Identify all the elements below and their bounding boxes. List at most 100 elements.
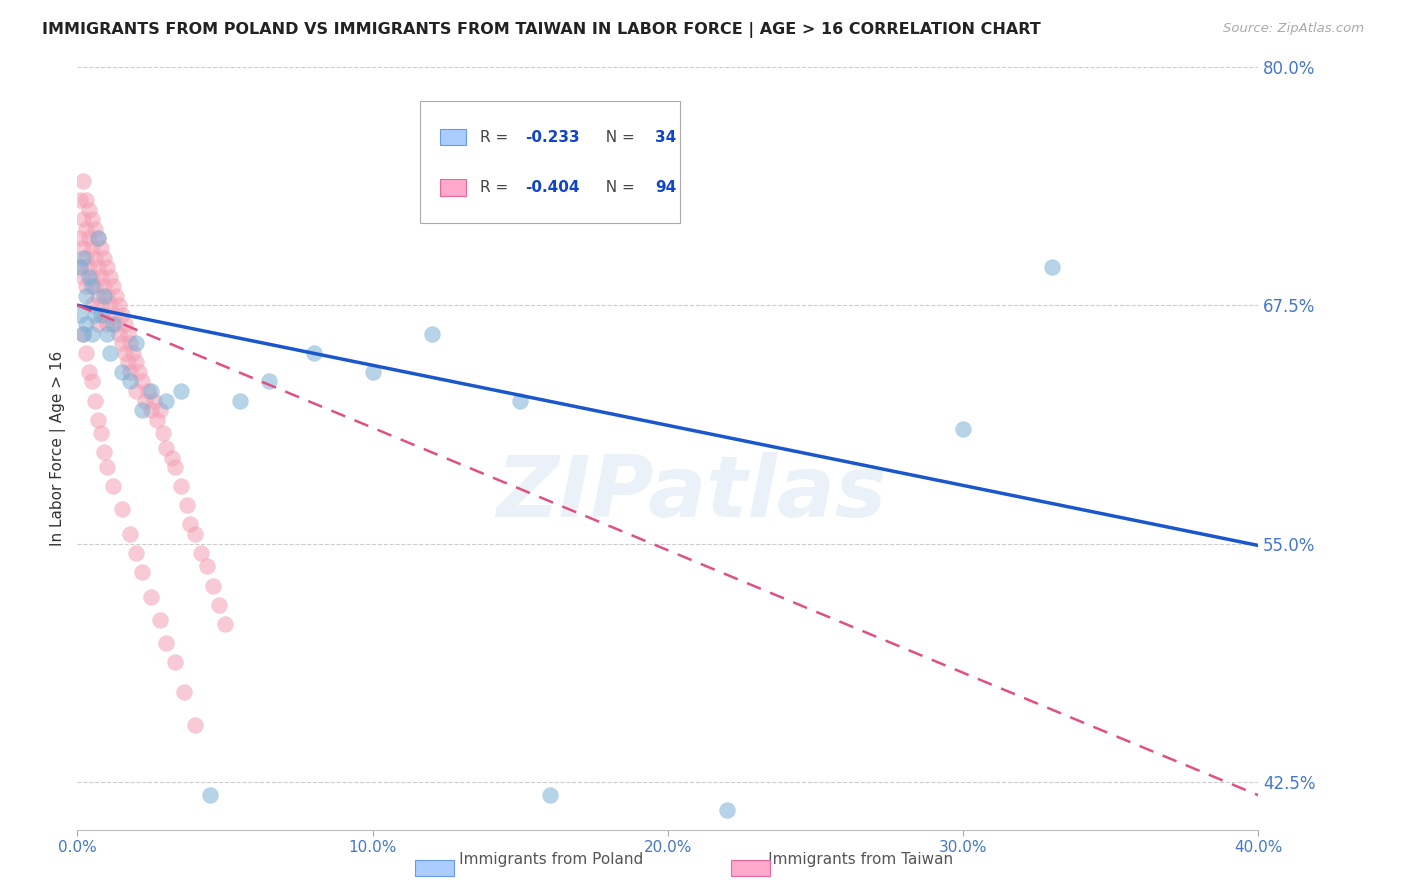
Point [72,212,94,227]
FancyBboxPatch shape [420,101,679,223]
Point [77,231,100,245]
Point [87,289,110,303]
Point [82,212,104,227]
Point [120,336,142,351]
Point [136,384,159,398]
Point [69,260,91,274]
Point [72,251,94,265]
Point [96,326,118,341]
Point [114,318,136,332]
Text: N =: N = [596,180,640,194]
Point [82,298,104,312]
Point [173,685,195,699]
Point [75,194,97,208]
Point [75,251,97,265]
Point [96,260,118,274]
Point [82,241,104,255]
Point [131,403,153,417]
Point [141,403,163,417]
Point [125,546,148,560]
Point [141,590,163,604]
Point [120,365,142,379]
Point [131,375,153,389]
Point [122,346,145,360]
Point [214,616,236,631]
Point [420,326,443,341]
Point [228,393,252,408]
Point [143,393,166,408]
Bar [440,179,465,195]
Point [101,308,124,322]
Point [72,326,94,341]
Text: -0.233: -0.233 [524,129,579,145]
Point [93,308,115,322]
Point [163,460,186,475]
Point [93,445,115,459]
Text: Immigrants from Poland: Immigrants from Poland [425,852,644,867]
Point [96,318,118,332]
Point [361,365,384,379]
Point [87,318,110,332]
Point [98,346,121,360]
Point [72,269,94,284]
Point [101,318,124,332]
Point [155,393,177,408]
Point [125,336,148,351]
Bar [440,128,465,145]
Point [952,422,974,436]
Point [170,384,193,398]
Point [96,289,118,303]
Point [75,289,97,303]
Point [120,527,142,541]
Point [208,598,231,612]
Text: -0.404: -0.404 [524,180,579,194]
Point [87,412,110,426]
Point [259,375,281,389]
Text: IMMIGRANTS FROM POLAND VS IMMIGRANTS FROM TAIWAN IN LABOR FORCE | AGE > 16 CORRE: IMMIGRANTS FROM POLAND VS IMMIGRANTS FRO… [42,22,1040,38]
Point [90,298,112,312]
Point [75,318,97,332]
Point [90,241,112,255]
Point [179,517,201,532]
Text: 94: 94 [655,180,676,194]
Point [82,375,104,389]
Point [160,450,183,465]
Point [84,308,107,322]
Point [77,260,100,274]
Point [509,393,531,408]
Point [87,231,110,245]
Point [134,393,156,408]
Point [120,375,142,389]
Point [93,251,115,265]
Point [69,231,91,245]
Point [93,279,115,293]
Point [202,578,225,592]
Point [163,655,186,669]
Point [111,308,132,322]
Point [146,412,169,426]
Point [302,346,325,360]
Text: R =: R = [479,180,513,194]
Point [111,365,132,379]
Point [82,326,104,341]
Point [69,194,91,208]
Point [98,269,121,284]
Point [69,308,91,322]
Text: ZIPatlas: ZIPatlas [496,452,887,535]
Point [84,251,107,265]
Point [155,442,177,456]
Point [195,559,218,574]
Point [117,326,139,341]
Point [69,260,91,274]
Point [72,174,94,188]
Point [190,546,212,560]
Point [141,384,163,398]
Point [111,336,132,351]
Point [90,425,112,440]
Point [184,717,207,731]
Point [72,241,94,255]
Point [107,298,129,312]
Point [75,222,97,236]
Point [77,365,100,379]
Point [184,527,207,541]
